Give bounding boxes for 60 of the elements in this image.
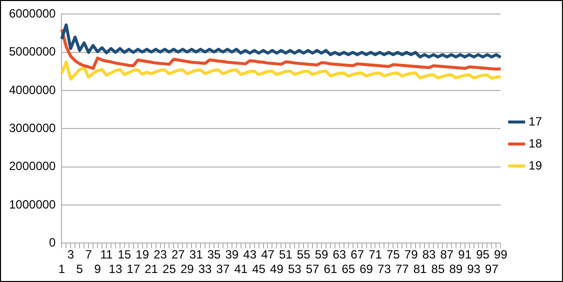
x-tick-label: 95 bbox=[476, 248, 490, 262]
y-tick-label: 5000000 bbox=[9, 44, 56, 59]
x-tick-label: 21 bbox=[144, 262, 158, 276]
x-tick-label: 3 bbox=[67, 248, 74, 262]
x-tick-label: 61 bbox=[324, 262, 338, 276]
x-tick-label: 1 bbox=[58, 262, 66, 276]
x-tick-label: 27 bbox=[171, 248, 186, 262]
y-tick-label: 2000000 bbox=[9, 159, 56, 174]
x-tick-label: 73 bbox=[378, 262, 392, 276]
x-tick-label: 37 bbox=[216, 262, 230, 276]
y-tick-label: 4000000 bbox=[9, 82, 56, 97]
x-tick-label: 81 bbox=[413, 262, 428, 276]
x-tick-label: 87 bbox=[440, 248, 454, 262]
x-tick-label: 71 bbox=[368, 248, 382, 262]
legend-label: 17 bbox=[528, 114, 542, 128]
legend-label: 18 bbox=[528, 136, 542, 150]
x-tick-label: 13 bbox=[108, 262, 122, 276]
x-tick-label: 93 bbox=[467, 262, 481, 276]
x-tick-label: 75 bbox=[386, 248, 400, 262]
x-tick-label: 47 bbox=[261, 248, 275, 262]
x-tick-label: 43 bbox=[243, 248, 257, 262]
x-tick-label: 77 bbox=[395, 262, 410, 276]
x-tick-label: 79 bbox=[404, 248, 418, 262]
x-tick-label: 15 bbox=[118, 248, 132, 262]
y-tick-label: 1000000 bbox=[9, 197, 56, 212]
x-tick-label: 83 bbox=[422, 248, 436, 262]
x-tick-label: 11 bbox=[100, 248, 114, 262]
x-tick-label: 51 bbox=[278, 248, 293, 262]
x-tick-label: 39 bbox=[225, 248, 239, 262]
x-tick-label: 99 bbox=[494, 248, 508, 262]
x-tick-label: 23 bbox=[154, 248, 168, 262]
x-tick-label: 85 bbox=[431, 262, 445, 276]
x-tick-label: 5 bbox=[76, 262, 84, 276]
y-tick-label: 6000000 bbox=[9, 6, 56, 21]
x-tick-label: 67 bbox=[350, 248, 364, 262]
x-tick-label: 25 bbox=[162, 262, 176, 276]
x-tick-label: 31 bbox=[189, 248, 204, 262]
y-tick-label: 0 bbox=[49, 236, 56, 250]
x-tick-label: 33 bbox=[198, 262, 212, 276]
x-tick-label: 53 bbox=[288, 262, 302, 276]
y-tick-label: 3000000 bbox=[9, 121, 56, 136]
x-tick-label: 35 bbox=[207, 248, 221, 262]
x-tick-label: 69 bbox=[360, 262, 374, 276]
x-tick-label: 59 bbox=[314, 248, 328, 262]
x-tick-label: 97 bbox=[485, 262, 499, 276]
x-tick-label: 45 bbox=[252, 262, 266, 276]
x-tick-label: 7 bbox=[85, 248, 92, 262]
x-tick-label: 57 bbox=[306, 262, 320, 276]
x-tick-label: 89 bbox=[449, 262, 463, 276]
x-tick-label: 65 bbox=[342, 262, 356, 276]
x-tick-label: 41 bbox=[234, 262, 248, 276]
x-tick-label: 9 bbox=[94, 262, 102, 276]
x-tick-label: 91 bbox=[458, 248, 472, 262]
legend-label: 19 bbox=[528, 158, 542, 172]
x-tick-label: 29 bbox=[180, 262, 194, 276]
x-tick-label: 17 bbox=[126, 262, 140, 276]
x-tick-label: 63 bbox=[332, 248, 346, 262]
x-tick-label: 55 bbox=[296, 248, 311, 262]
x-tick-label: 49 bbox=[270, 262, 284, 276]
x-tick-label: 19 bbox=[136, 248, 150, 262]
